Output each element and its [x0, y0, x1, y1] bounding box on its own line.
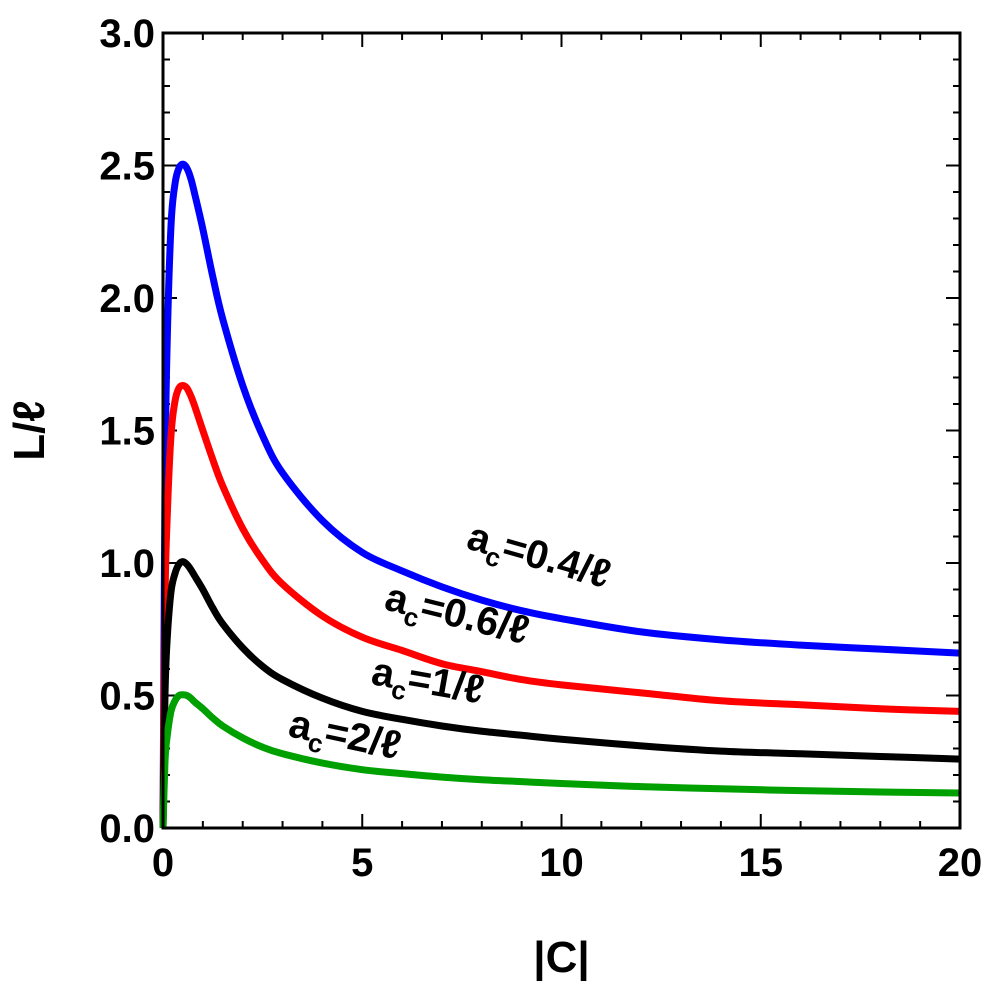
series-label-subscript: c — [305, 727, 325, 759]
y-tick-label: 3.0 — [99, 12, 155, 56]
y-tick-label: 0.0 — [99, 807, 155, 851]
series-label-3: ac=1/ℓ — [367, 650, 487, 720]
x-tick-label: 20 — [938, 841, 983, 885]
series-line-3 — [159, 558, 961, 829]
labels-layer: 0 5 10 15 20 0.0 0.5 1.0 1.5 2.0 2.5 3.0 — [99, 12, 982, 885]
y-tick-label: 1.0 — [99, 542, 155, 586]
y-tick-label: 0.5 — [99, 675, 155, 719]
x-tick-label: 0 — [152, 841, 174, 885]
x-tick-label: 10 — [539, 841, 584, 885]
annotations-layer: ac=0.4/ℓac=0.6/ℓac=1/ℓac=2/ℓ — [285, 514, 616, 768]
x-axis-title: |C| — [533, 933, 589, 981]
x-tick-label: 5 — [351, 841, 373, 885]
series-layer — [159, 160, 961, 829]
series-label-1: ac=0.4/ℓ — [461, 514, 616, 603]
series-label-subscript: c — [401, 601, 422, 634]
x-tick-label: 15 — [739, 841, 784, 885]
y-axis-title: L/ℓ — [5, 400, 54, 461]
plot-frame — [161, 31, 962, 830]
series-line-2 — [159, 381, 961, 829]
series-line-1 — [159, 160, 961, 829]
series-label-rest: =0.6/ℓ — [416, 584, 533, 653]
series-label-subscript: c — [389, 674, 408, 706]
series-label-rest: =0.4/ℓ — [498, 524, 616, 597]
y-tick-label: 1.5 — [99, 410, 155, 454]
y-tick-label: 2.0 — [99, 277, 155, 321]
series-label-rest: =1/ℓ — [405, 656, 488, 713]
y-tick-label: 2.5 — [99, 145, 155, 189]
series-line-4 — [159, 691, 961, 829]
